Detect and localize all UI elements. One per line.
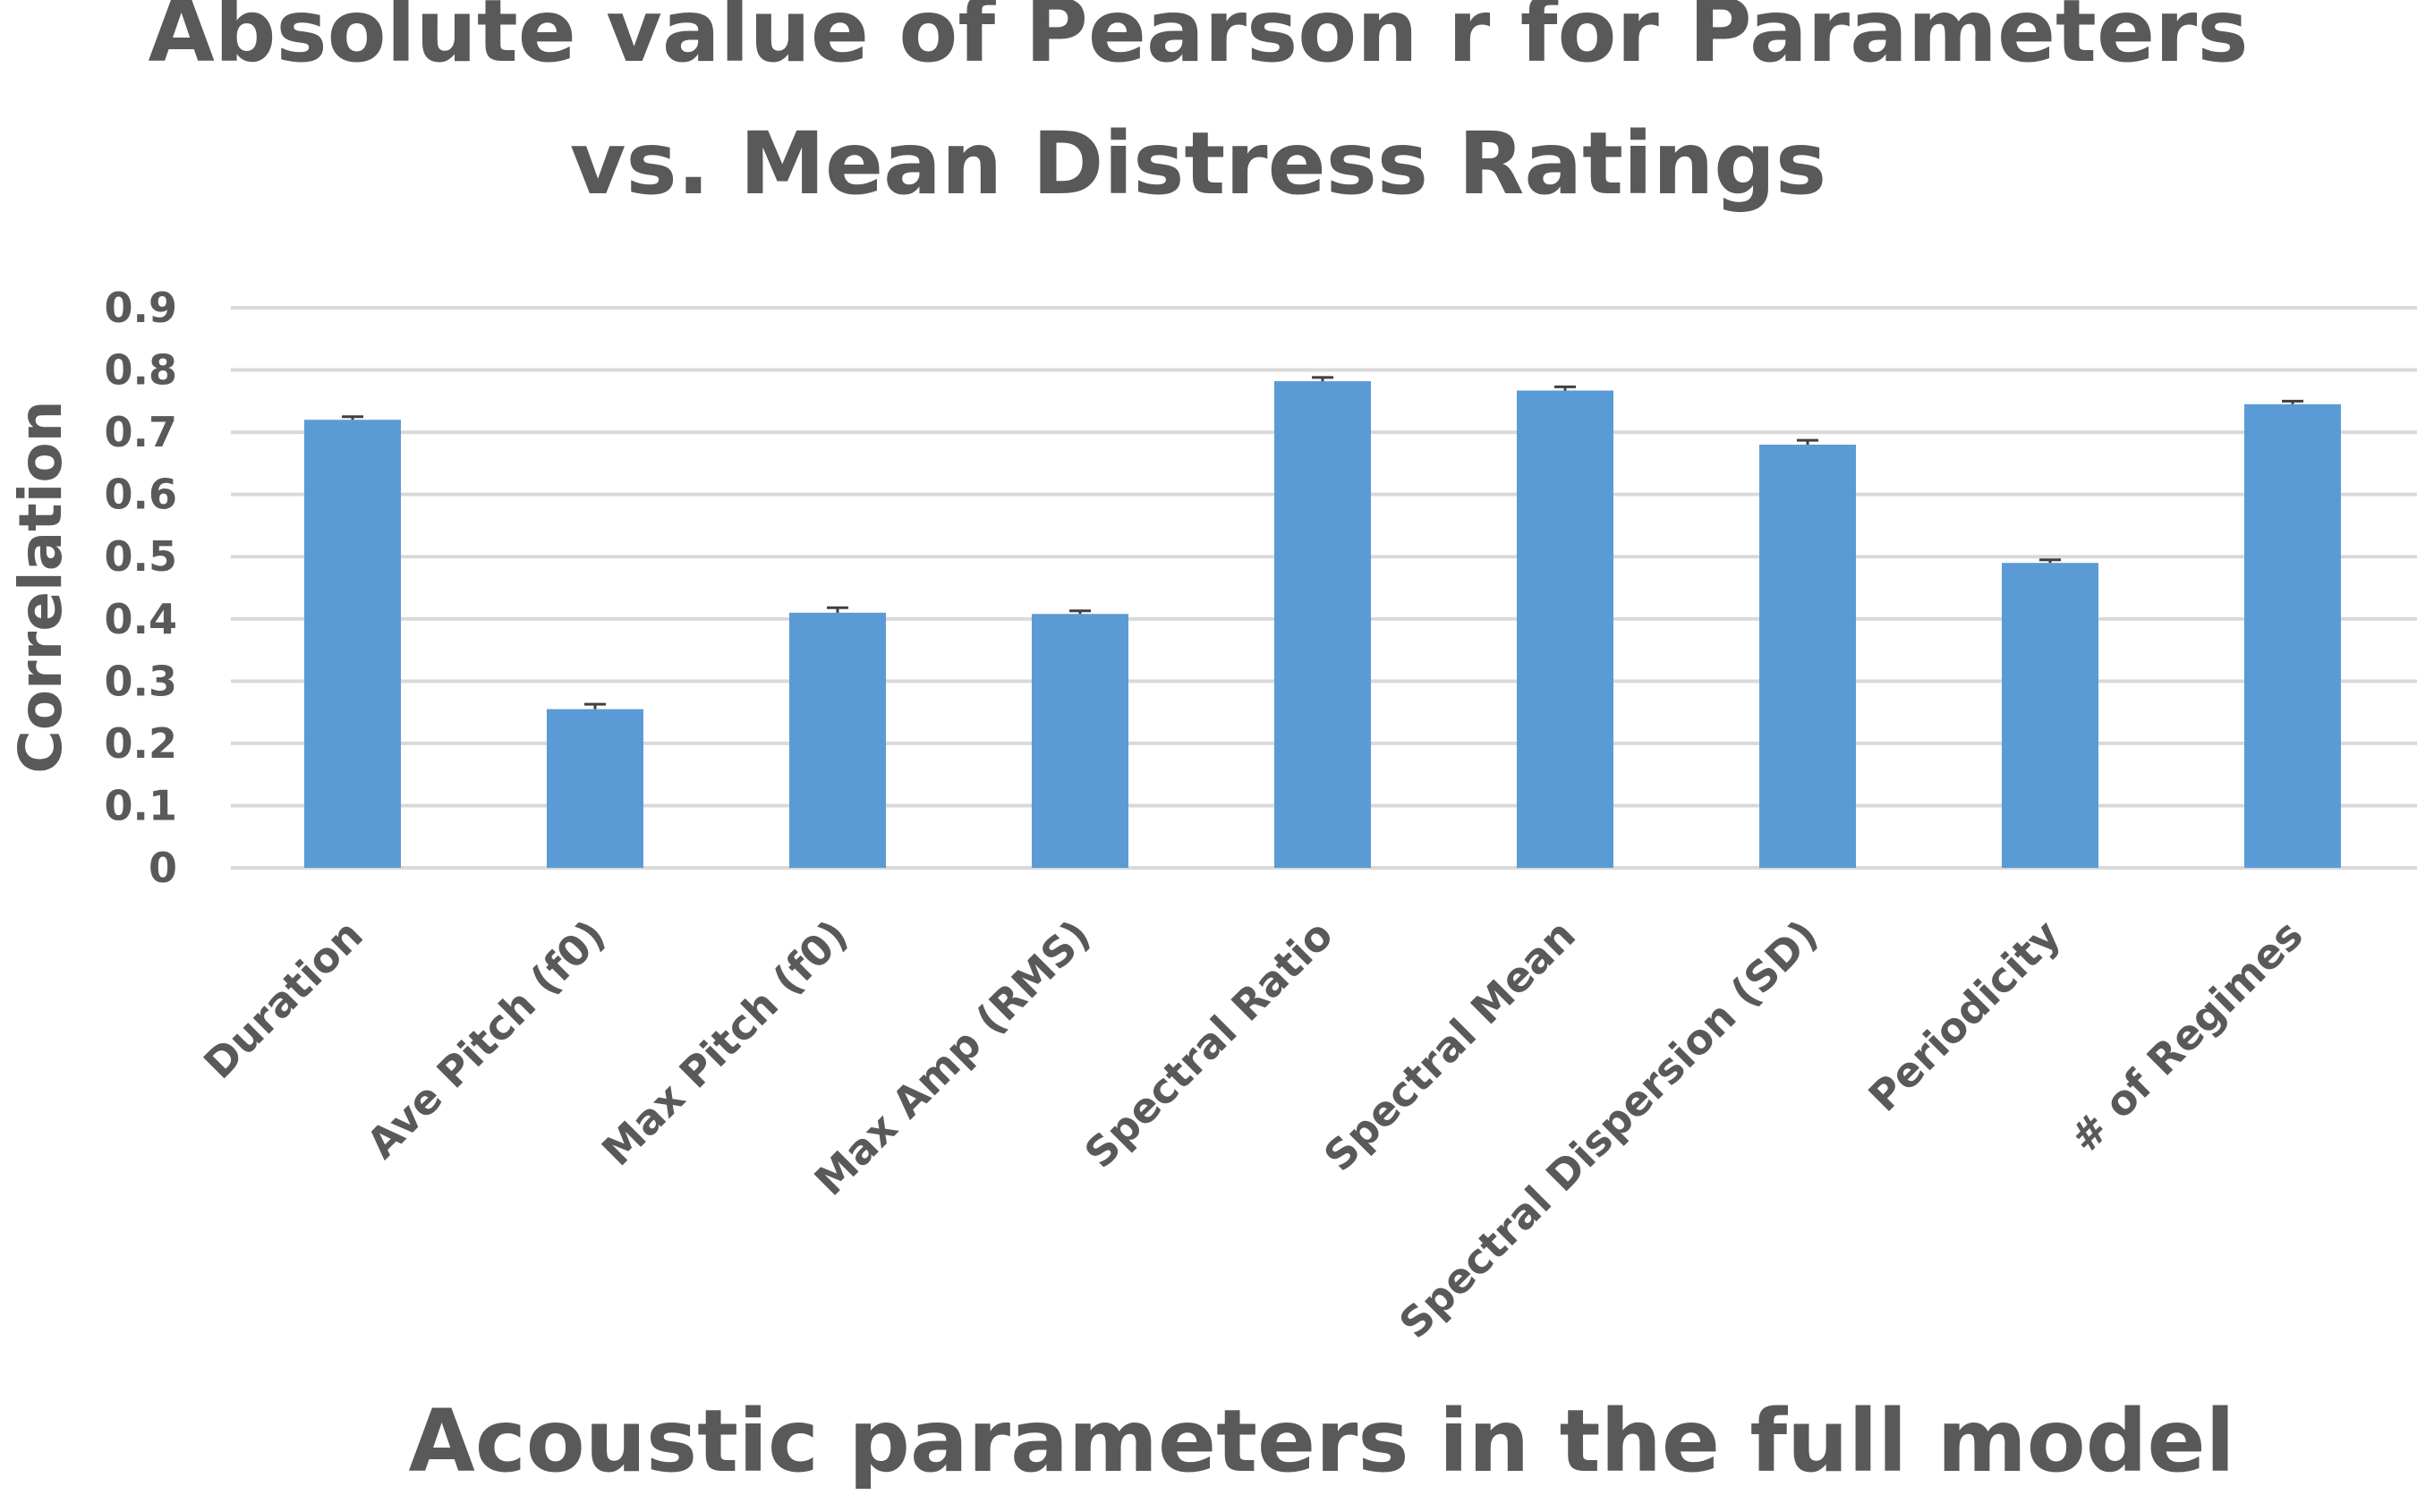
bar <box>1517 390 1613 868</box>
chart-title: Absolute value of Pearson r for Paramete… <box>148 0 2248 214</box>
bar <box>1032 614 1128 868</box>
y-axis-title: Correlation <box>6 400 75 773</box>
bar <box>789 612 886 868</box>
error-bar <box>1554 385 1576 391</box>
x-tick-label: Ave Pitch (f0) <box>357 911 615 1168</box>
y-axis-tick-labels: 0 0.1 0.2 0.3 0.4 0.5 0.6 0.7 0.8 0.9 <box>105 284 178 892</box>
x-tick-label: # of Regimes <box>2060 911 2311 1162</box>
y-tick-label: 0.4 <box>105 595 178 643</box>
bar <box>2244 403 2341 868</box>
bars <box>304 381 2341 868</box>
bar <box>2002 563 2098 868</box>
y-tick-label: 0.7 <box>105 408 178 456</box>
error-bar <box>584 702 606 709</box>
y-tick-label: 0.8 <box>105 346 178 395</box>
error-bar <box>1797 438 1818 446</box>
x-tick-label: Max Pitch (f0) <box>592 911 857 1176</box>
bar <box>547 709 643 868</box>
error-bar <box>2282 399 2303 404</box>
x-tick-label: Max Amp (RMS) <box>805 911 1100 1205</box>
y-tick-label: 0.6 <box>105 471 178 519</box>
y-tick-label: 0.5 <box>105 532 178 581</box>
y-tick-label: 0.2 <box>105 719 178 768</box>
error-bars <box>342 376 2303 709</box>
x-tick-label: Spectral Ratio <box>1075 911 1341 1177</box>
x-tick-label: Spectral Mean <box>1315 911 1585 1181</box>
chart-title-line-2: vs. Mean Distress Ratings <box>570 114 1826 214</box>
bar <box>1759 445 1856 868</box>
error-bar <box>342 415 363 420</box>
x-tick-label: Duration <box>194 911 372 1089</box>
y-tick-label: 0.3 <box>105 657 178 705</box>
x-axis-title: Acoustic parameters in the full model <box>409 1391 2235 1491</box>
error-bar <box>1069 609 1091 615</box>
bar <box>1274 381 1371 868</box>
error-bar <box>827 606 848 613</box>
y-tick-label: 0.9 <box>105 284 178 332</box>
error-bar <box>1312 376 1333 382</box>
error-bar <box>2039 558 2061 564</box>
x-tick-label: Spectral Dispersion (SD) <box>1390 911 1827 1348</box>
y-tick-label: 0 <box>149 844 177 892</box>
bar <box>304 420 401 868</box>
y-tick-label: 0.1 <box>105 781 178 829</box>
x-tick-label: Periodicity <box>1860 911 2070 1121</box>
chart-title-line-1: Absolute value of Pearson r for Paramete… <box>148 0 2248 81</box>
